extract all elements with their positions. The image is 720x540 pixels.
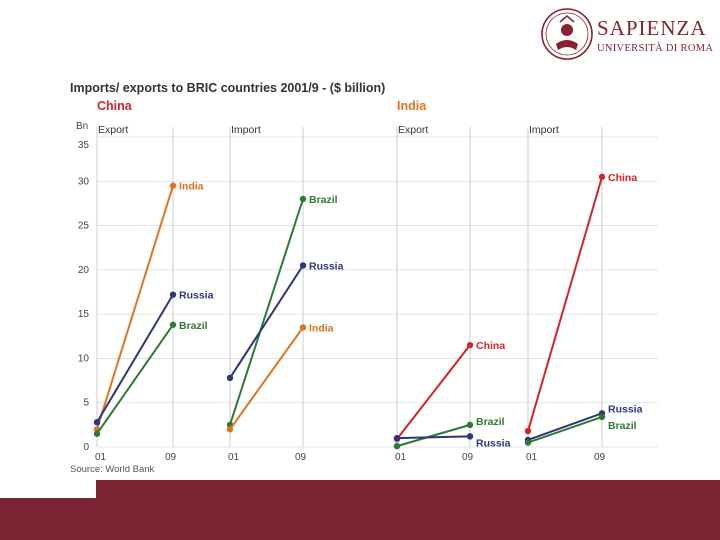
series-label-china: China xyxy=(608,172,637,184)
y-tick-label-20: 20 xyxy=(78,265,90,276)
bric-trade-chart: Imports/ exports to BRIC countries 2001/… xyxy=(70,81,658,475)
y-tick-label-15: 15 xyxy=(78,309,90,320)
point-china-09 xyxy=(466,341,474,349)
x-tick-label-01: 01 xyxy=(526,452,538,463)
point-brazil-09 xyxy=(299,195,307,203)
series-label-brazil: Brazil xyxy=(476,416,505,428)
series-line-india xyxy=(229,326,304,430)
series-label-china: China xyxy=(476,340,505,352)
point-india-09 xyxy=(299,324,307,331)
series-india: India xyxy=(93,181,204,433)
y-tick-label-0: 0 xyxy=(83,442,89,453)
y-axis: 0 5 10 15 20 25 30 35 xyxy=(78,136,658,453)
panel-china-export: Export 01 09 India Russia Brazil xyxy=(93,124,214,463)
x-tick-label-01: 01 xyxy=(228,452,240,463)
logo-subtitle: UNIVERSITÀ DI ROMA xyxy=(597,42,713,54)
series-label-india: India xyxy=(309,322,334,334)
university-seal-icon xyxy=(541,8,593,60)
point-brazil-09 xyxy=(169,321,177,328)
series-brazil: Brazil xyxy=(393,416,505,450)
point-russia-09 xyxy=(466,433,474,440)
point-russia-09 xyxy=(299,262,307,269)
panel-china-import: Import 01 09 Brazil Russia India xyxy=(226,124,344,463)
point-russia-01 xyxy=(93,419,101,426)
point-russia-01 xyxy=(393,434,401,442)
point-russia-01 xyxy=(226,374,234,382)
series-india: India xyxy=(226,322,334,433)
series-line-brazil xyxy=(396,423,471,448)
series-label-india: India xyxy=(179,181,204,193)
series-line-brazil xyxy=(229,198,304,426)
series-china: China xyxy=(524,172,637,435)
point-brazil-01 xyxy=(393,442,401,450)
panel-india-export: Export 01 09 China Brazil Russia xyxy=(393,124,511,463)
point-china-01 xyxy=(524,427,532,435)
panel-label: Export xyxy=(398,124,428,136)
series-russia: Russia xyxy=(226,260,344,382)
series-line-russia xyxy=(229,264,304,379)
unit-label: Bn xyxy=(76,121,88,132)
point-brazil-01 xyxy=(93,430,101,437)
series-brazil: Brazil xyxy=(93,320,208,437)
panel-label: Import xyxy=(529,124,559,136)
source-note: Source: World Bank xyxy=(70,464,155,475)
series-line-russia xyxy=(527,412,603,441)
point-india-09 xyxy=(169,182,177,189)
logo-title: SAPIENZA xyxy=(597,16,707,40)
series-line-brazil xyxy=(527,415,603,444)
point-russia-09 xyxy=(169,291,177,298)
series-line-russia xyxy=(396,435,471,440)
chart-title: Imports/ exports to BRIC countries 2001/… xyxy=(70,81,385,95)
sapienza-logo: SAPIENZA UNIVERSITÀ DI ROMA xyxy=(541,8,713,60)
x-tick-label-09: 09 xyxy=(295,452,307,463)
y-tick-label-35: 35 xyxy=(78,140,90,151)
chart-panels: Export 01 09 India Russia Brazil Import 01 09 Bra… xyxy=(93,124,643,463)
series-brazil: Brazil xyxy=(226,194,338,429)
point-brazil-09 xyxy=(598,413,606,421)
series-line-china xyxy=(527,176,603,432)
series-line-india xyxy=(96,185,174,430)
series-russia: Russia xyxy=(93,290,214,426)
panel-india-import: Import 01 09 China Russia Brazil xyxy=(524,124,643,463)
footer-notch xyxy=(0,480,96,498)
series-label-brazil: Brazil xyxy=(309,194,338,206)
point-china-09 xyxy=(598,173,606,181)
group-title-india: India xyxy=(397,99,427,113)
y-tick-label-30: 30 xyxy=(78,176,90,187)
point-india-01 xyxy=(226,426,234,433)
point-brazil-09 xyxy=(466,421,474,429)
series-label-russia: Russia xyxy=(476,437,511,449)
series-brazil: Brazil xyxy=(524,413,637,446)
series-line-china xyxy=(396,344,471,440)
x-tick-label-09: 09 xyxy=(165,452,177,463)
panel-label: Export xyxy=(98,124,128,136)
x-tick-label-01: 01 xyxy=(95,452,107,463)
series-label-russia: Russia xyxy=(309,260,344,272)
point-brazil-01 xyxy=(524,439,532,446)
series-label-russia: Russia xyxy=(179,290,214,302)
y-tick-label-5: 5 xyxy=(83,398,89,409)
y-tick-label-25: 25 xyxy=(78,221,90,232)
x-tick-label-09: 09 xyxy=(594,452,606,463)
series-russia: Russia xyxy=(393,433,511,449)
group-title-china: China xyxy=(97,99,133,113)
series-label-brazil: Brazil xyxy=(608,420,637,432)
series-line-russia xyxy=(96,294,174,423)
y-tick-label-10: 10 xyxy=(78,353,90,364)
series-label-russia: Russia xyxy=(608,403,643,415)
panel-label: Import xyxy=(231,124,261,136)
x-tick-label-01: 01 xyxy=(395,452,407,463)
series-label-brazil: Brazil xyxy=(179,320,208,332)
x-tick-label-09: 09 xyxy=(462,452,474,463)
series-line-brazil xyxy=(96,324,174,435)
footer-band xyxy=(0,480,720,540)
